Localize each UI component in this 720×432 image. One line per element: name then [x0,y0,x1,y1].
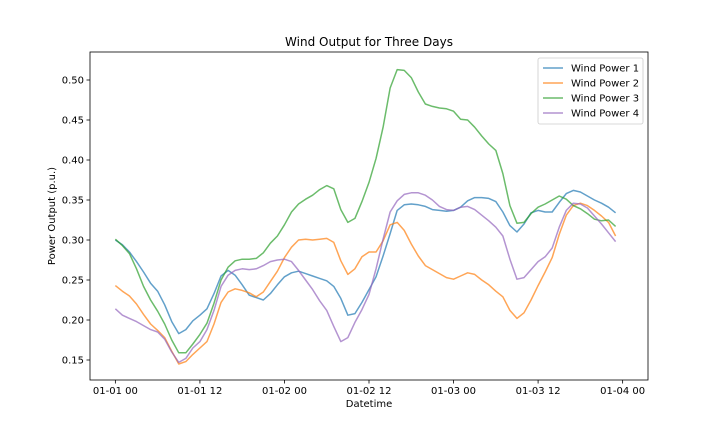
x-tick-label: 01-02 00 [262,386,307,397]
x-axis-label: Datetime [346,399,393,410]
series-line-2 [114,202,617,365]
y-tick-label: 0.45 [62,116,84,127]
legend-label-3: Wind Power 3 [571,94,639,105]
series-line-4 [114,192,617,364]
y-tick-label: 0.20 [62,316,84,327]
chart-title: Wind Output for Three Days [285,35,453,49]
legend-label-1: Wind Power 1 [571,64,639,75]
x-tick-label: 01-03 12 [516,386,561,397]
x-tick-label: 01-01 00 [93,386,138,397]
legend: Wind Power 1 Wind Power 2 Wind Power 3 Wind… [537,57,644,125]
y-tick-label: 0.15 [62,356,84,367]
x-tick-label: 01-04 00 [600,386,645,397]
x-tick-label: 01-01 12 [177,386,222,397]
series-line-3 [114,68,617,354]
y-tick-label: 0.40 [62,156,84,167]
x-tick-label: 01-03 00 [431,386,476,397]
plot-area [114,68,617,365]
y-tick-label: 0.35 [62,196,84,207]
legend-label-2: Wind Power 2 [571,79,639,90]
axes: 01-01 00 01-01 12 01-02 00 01-02 12 01-03 00… [62,51,649,397]
legend-box [537,57,644,125]
y-tick-label: 0.30 [62,236,84,247]
y-tick-label: 0.25 [62,276,84,287]
x-tick-label: 01-02 12 [347,386,392,397]
y-tick-label: 0.50 [62,76,84,87]
y-axis-label: Power Output (p.u.) [47,167,58,265]
legend-label-4: Wind Power 4 [571,109,639,120]
